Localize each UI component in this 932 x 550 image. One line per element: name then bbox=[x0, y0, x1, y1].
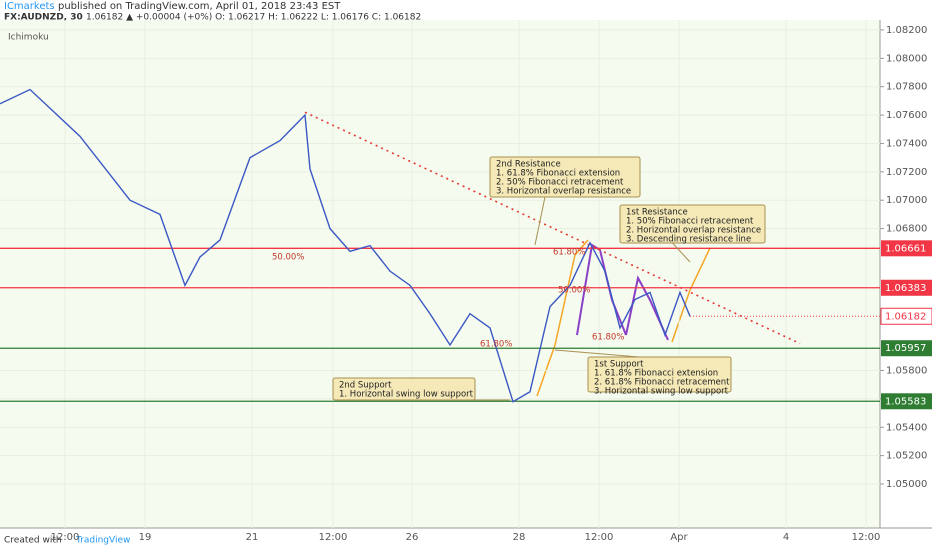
plot-area bbox=[0, 20, 880, 528]
footer-brand[interactable]: TradingView bbox=[75, 536, 130, 546]
callout-box bbox=[489, 156, 641, 198]
fib-label: 50.00% bbox=[558, 286, 590, 296]
callout-line: 3. Horizontal swing low support bbox=[594, 387, 729, 397]
callout-line: 1. 61.8% Fibonacci extension bbox=[496, 169, 620, 179]
callout-box bbox=[332, 377, 476, 401]
callout-line: 1. 61.8% Fibonacci extension bbox=[594, 369, 718, 379]
quote: 1.06182 ▲ +0.00004 (+0%) O: 1.06217 H: 1… bbox=[86, 13, 421, 23]
y-tick-label: 1.05200 bbox=[886, 451, 927, 462]
trend-line bbox=[304, 111, 801, 345]
y-tick-label: 1.07200 bbox=[886, 167, 927, 178]
callout-title: 2nd Support bbox=[339, 381, 392, 391]
y-tick-label: 1.07800 bbox=[886, 82, 927, 93]
last-price-tag bbox=[880, 307, 932, 325]
callout-title: 1st Resistance bbox=[626, 208, 688, 218]
x-tick-label: 28 bbox=[513, 532, 526, 543]
y-tick-label: 1.07400 bbox=[886, 138, 927, 149]
x-tick-label: Apr bbox=[670, 532, 688, 543]
level-tag bbox=[881, 279, 932, 296]
callout-pointer bbox=[554, 349, 640, 358]
callout-title: 2nd Resistance bbox=[496, 160, 561, 170]
x-tick-label: 19 bbox=[139, 532, 152, 543]
callout-line: 2. 61.8% Fibonacci retracement bbox=[594, 378, 730, 388]
price-line bbox=[0, 88, 691, 403]
callout-line: 1. 50% Fibonacci retracement bbox=[626, 217, 754, 227]
level-label: 1.06383 bbox=[885, 283, 926, 294]
callout-pointer bbox=[672, 242, 691, 263]
indicator: Ichimoku bbox=[8, 33, 49, 43]
fib-label: 61.80% bbox=[553, 248, 585, 258]
fib-label: 61.80% bbox=[480, 340, 512, 350]
x-tick-label: 12:00 bbox=[319, 532, 348, 543]
y-tick-label: 1.05400 bbox=[886, 422, 927, 433]
footer-created: Created with bbox=[4, 536, 62, 546]
last-price-label: 1.06182 bbox=[885, 311, 926, 322]
y-tick-label: 1.05800 bbox=[886, 365, 927, 376]
y-tick-label: 1.07000 bbox=[886, 195, 927, 206]
level-tag bbox=[881, 240, 932, 257]
y-tick-label: 1.07600 bbox=[886, 110, 927, 121]
x-tick-label: 12:00 bbox=[585, 532, 614, 543]
publisher[interactable]: ICmarkets bbox=[4, 1, 55, 12]
y-tick-label: 1.08200 bbox=[886, 25, 927, 36]
callout-line: 2. 50% Fibonacci retracement bbox=[496, 178, 624, 188]
x-tick-label: 21 bbox=[246, 532, 259, 543]
callout-line: 1. Horizontal swing low support bbox=[339, 390, 474, 400]
callout-pointer bbox=[534, 196, 546, 246]
callout-line: 3. Descending resistance line bbox=[626, 235, 751, 245]
callout-box bbox=[619, 204, 766, 244]
y-tick-label: 1.05000 bbox=[886, 479, 927, 490]
level-tag bbox=[881, 393, 932, 410]
x-tick-label: 12:00 bbox=[852, 532, 881, 543]
x-tick-label: 26 bbox=[406, 532, 419, 543]
y-tick-label: 1.06800 bbox=[886, 224, 927, 235]
level-label: 1.05957 bbox=[885, 343, 926, 354]
callout-box bbox=[587, 356, 732, 393]
level-label: 1.05583 bbox=[885, 396, 926, 407]
level-label: 1.06661 bbox=[885, 243, 926, 254]
callout-line: 3. Horizontal overlap resistance bbox=[496, 187, 631, 197]
published: published on TradingView.com, April 01, … bbox=[58, 1, 341, 12]
symbol: FX:AUDNZD, 30 bbox=[4, 13, 83, 23]
fib-label: 50.00% bbox=[272, 253, 304, 263]
level-tag bbox=[881, 340, 932, 357]
x-tick-label: 4 bbox=[783, 532, 789, 543]
x-tick-label: 12:00 bbox=[51, 532, 80, 543]
projection-arrow bbox=[671, 247, 711, 343]
callout-title: 1st Support bbox=[594, 360, 644, 370]
y-tick-label: 1.08000 bbox=[886, 53, 927, 64]
fib-label: 61.80% bbox=[592, 333, 624, 343]
callout-line: 2. Horizontal overlap resistance bbox=[626, 226, 761, 236]
